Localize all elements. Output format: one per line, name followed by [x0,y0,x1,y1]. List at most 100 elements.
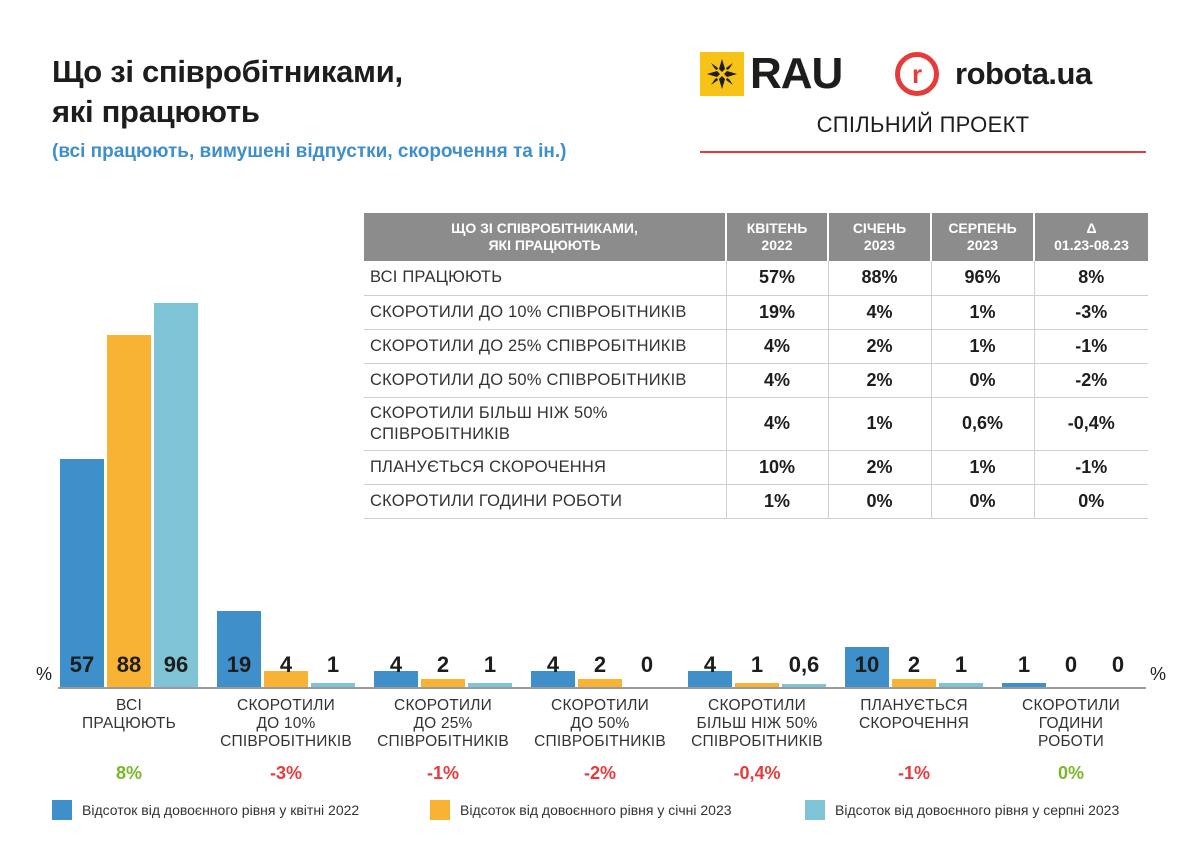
y-unit-right: % [1150,664,1167,684]
bar [60,459,104,687]
table-cell: 1% [931,329,1035,364]
table-cell: 4% [726,329,829,364]
data-label: 4 [703,652,717,677]
category-label: СКОРОТИЛИ ДО 50% СПІВРОБІТНИКІВ [534,697,666,750]
rau-star-icon [700,52,744,96]
category-label: ВСІ ПРАЦЮЮТЬ [82,697,176,732]
table-header-3: СЕРПЕНЬ 2023 [931,213,1035,261]
delta-label: -0,4% [733,763,781,783]
robota-r-icon: r [895,52,939,96]
robota-logo-text: robota.ua [955,56,1092,91]
table-header-row: ЩО ЗІ СПІВРОБІТНИКАМИ, ЯКІ ПРАЦЮЮТЬ КВІТЕН… [364,213,1148,261]
delta-label: 0% [1057,763,1084,783]
table-row-label: СКОРОТИЛИ БІЛЬШ НІЖ 50% СПІВРОБІТНИКІВ [364,397,727,451]
legend-label: Відсоток від довоєнного рівня у квітні 2… [82,802,360,818]
bar [217,611,261,687]
legend-item: Відсоток від довоєнного рівня у квітні 2… [52,800,359,820]
data-label: 2 [593,652,607,677]
table-row-label: ПЛАНУЄТЬСЯ СКОРОЧЕННЯ [364,450,727,485]
table-cell: 2% [828,363,932,398]
table-row-label: ВСІ ПРАЦЮЮТЬ [364,261,727,296]
delta-label: -1% [897,763,930,783]
legend-item: Відсоток від довоєнного рівня у серпні 2… [805,800,1119,820]
table-row-label: СКОРОТИЛИ ГОДИНИ РОБОТИ [364,484,727,519]
y-unit-left: % [36,664,53,684]
bar [578,679,622,687]
data-label: 0 [1064,652,1078,677]
table-cell: 0% [931,363,1035,398]
title-line-1: Що зі співробітниками, [52,54,403,89]
robota-logo: r robota.ua [895,50,1092,98]
page-subtitle: (всі працюють, вимушені відпустки, скоро… [52,141,567,162]
data-label: 57 [69,652,95,677]
data-label: 2 [907,652,921,677]
table-row: СКОРОТИЛИ ДО 10% СПІВРОБІТНИКІВ 19% 4% 1% -3… [364,295,1148,330]
bar [374,671,418,687]
table-cell: -2% [1034,363,1148,398]
bar [531,671,575,687]
data-label: 1 [326,652,340,677]
bar [688,671,732,687]
table-row: СКОРОТИЛИ ДО 25% СПІВРОБІТНИКІВ 4% 2% 1% -1% [364,329,1148,364]
data-label: 4 [279,652,293,677]
table-cell: 0,6% [931,397,1035,451]
legend-swatch [52,800,72,820]
delta-label: 8% [115,763,142,783]
data-label: 1 [1017,652,1031,677]
header-divider [700,151,1146,153]
table-row: ВСІ ПРАЦЮЮТЬ 57% 88% 96% 8% [364,261,1148,296]
table-row: СКОРОТИЛИ ГОДИНИ РОБОТИ 1% 0% 0% 0% [364,484,1148,519]
table-header-4: Δ 01.23-08.23 [1034,213,1148,261]
table-header-2: СІЧЕНЬ 2023 [828,213,932,261]
table-cell: 1% [726,484,829,519]
table-cell: 2% [828,450,932,485]
table-cell: 4% [726,397,829,451]
table-row-label: СКОРОТИЛИ ДО 25% СПІВРОБІТНИКІВ [364,329,727,364]
category-label: СКОРОТИЛИ ДО 25% СПІВРОБІТНИКІВ [377,697,509,750]
data-label: 96 [163,652,189,677]
table-cell: 0% [828,484,932,519]
table-cell: 8% [1034,261,1148,296]
data-table: ЩО ЗІ СПІВРОБІТНИКАМИ, ЯКІ ПРАЦЮЮТЬ КВІТЕН… [364,213,1148,519]
table-cell: -1% [1034,329,1148,364]
legend-swatch [430,800,450,820]
table-cell: -0,4% [1034,397,1148,451]
bar [1002,683,1046,687]
category-label: СКОРОТИЛИ БІЛЬШ НІЖ 50% СПІВРОБІТНИКІВ [691,697,823,750]
data-label: 4 [389,652,403,677]
table-cell: 88% [828,261,932,296]
table-cell: 0% [1034,484,1148,519]
bar [892,679,936,687]
legend-label: Відсоток від довоєнного рівня у серпні 2… [835,802,1120,818]
table-cell: -1% [1034,450,1148,485]
data-label: 2 [436,652,450,677]
joint-project-label: СПІЛЬНИЙ ПРОЕКТ [816,112,1030,137]
bar [939,683,983,687]
data-label: 1 [954,652,968,677]
rau-logo-text: RAU [750,49,843,98]
table-header-1: КВІТЕНЬ 2022 [726,213,829,261]
table-cell: 4% [828,295,932,330]
bar [421,679,465,687]
category-label: СКОРОТИЛИ ДО 10% СПІВРОБІТНИКІВ [220,697,352,750]
bar [468,683,512,687]
table-cell: 1% [828,397,932,451]
table-cell: 4% [726,363,829,398]
table-cell: 96% [931,261,1035,296]
bar [107,335,151,687]
legend-label: Відсоток від довоєнного рівня у січні 20… [460,802,732,818]
table-cell: 57% [726,261,829,296]
table-cell: 10% [726,450,829,485]
table-row: СКОРОТИЛИ БІЛЬШ НІЖ 50% СПІВРОБІТНИКІВ 4% 1… [364,397,1148,451]
rau-logo: RAU [700,49,843,98]
data-label: 0 [640,652,654,677]
table-row: ПЛАНУЄТЬСЯ СКОРОЧЕННЯ 10% 2% 1% -1% [364,450,1148,485]
category-label: ПЛАНУЄТЬСЯ СКОРОЧЕННЯ [858,697,970,732]
delta-label: -1% [426,763,459,783]
data-label: 19 [226,652,252,677]
table-row: СКОРОТИЛИ ДО 50% СПІВРОБІТНИКІВ 4% 2% 0% -2% [364,363,1148,398]
data-label: 0,6 [788,652,820,677]
delta-label: -3% [269,763,302,783]
bar [311,683,355,687]
data-label: 0 [1111,652,1125,677]
